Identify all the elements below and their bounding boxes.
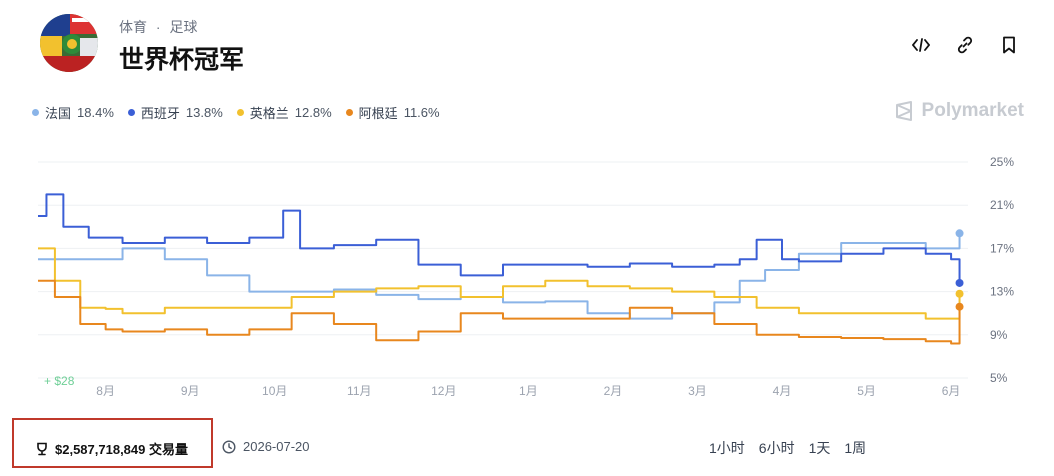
series-line-2 — [38, 247, 961, 320]
y-tick-label: 13% — [990, 285, 1014, 299]
time-range-selector: 1小时 6小时 1天 1周 — [709, 438, 880, 458]
x-tick-label: 8月 — [96, 384, 115, 398]
bookmark-icon — [1003, 36, 1015, 54]
chart-legend: 法国 18.4% 西班牙 13.8% 英格兰 12.8% 阿根廷 11.6% — [32, 103, 454, 122]
legend-name: 英格兰 — [249, 106, 289, 121]
flags-icon — [40, 14, 98, 72]
series-line-3 — [38, 279, 961, 345]
trophy-icon — [37, 442, 47, 455]
volume: $2,587,718,849 交易量 — [35, 439, 188, 458]
legend-item-france[interactable]: 法国 18.4% — [32, 103, 114, 122]
x-tick-label: 6月 — [942, 384, 961, 398]
end-date-text: 2026-07-20 — [243, 439, 310, 454]
breadcrumb-sports[interactable]: 体育 — [119, 19, 147, 35]
range-1d[interactable]: 1天 — [808, 440, 831, 456]
breadcrumb: 体育 · 足球 — [119, 17, 197, 37]
y-tick-label: 9% — [990, 328, 1008, 342]
bookmark-button[interactable] — [998, 34, 1020, 56]
x-tick-label: 4月 — [773, 384, 792, 398]
x-tick-label: 3月 — [688, 384, 707, 398]
x-tick-label: 10月 — [262, 384, 287, 398]
x-tick-label: 1月 — [519, 384, 538, 398]
range-1w[interactable]: 1周 — [844, 440, 867, 456]
legend-name: 西班牙 — [140, 106, 180, 121]
legend-percent: 11.6% — [403, 105, 440, 120]
series-end-dot-0 — [955, 229, 964, 238]
x-tick-label: 9月 — [181, 384, 200, 398]
legend-dot — [236, 109, 244, 116]
polymarket-logo: Polymarket — [894, 100, 1024, 122]
legend-dot — [345, 109, 353, 116]
legend-item-argentina[interactable]: 阿根廷 11.6% — [345, 103, 440, 122]
y-tick-label: 17% — [990, 241, 1014, 255]
link-icon — [957, 36, 973, 54]
start-label: + $28 — [44, 374, 75, 388]
volume-highlight — [12, 418, 213, 468]
legend-name: 阿根廷 — [358, 106, 398, 121]
range-1h[interactable]: 1小时 — [709, 440, 745, 456]
x-tick-label: 2月 — [604, 384, 623, 398]
code-icon — [912, 38, 930, 52]
action-bar — [910, 34, 1020, 56]
y-tick-label: 21% — [990, 198, 1014, 212]
legend-dot — [32, 109, 39, 116]
series-line-1 — [38, 193, 961, 283]
legend-percent: 12.8% — [294, 105, 332, 120]
breadcrumb-sep: · — [155, 19, 161, 35]
legend-name: 法国 — [45, 106, 72, 121]
x-tick-label: 12月 — [431, 384, 456, 398]
legend-percent: 18.4% — [77, 105, 114, 120]
avatar — [40, 14, 98, 72]
y-tick-label: 5% — [990, 371, 1008, 385]
legend-percent: 13.8% — [185, 105, 223, 120]
copy-link-button[interactable] — [954, 34, 976, 56]
legend-item-england[interactable]: 英格兰 12.8% — [236, 103, 332, 122]
volume-text: $2,587,718,849 交易量 — [55, 442, 188, 457]
x-tick-label: 11月 — [347, 384, 371, 398]
x-tick-label: 5月 — [857, 384, 876, 398]
y-tick-label: 25% — [990, 155, 1014, 169]
series-end-dot-2 — [955, 289, 964, 298]
breadcrumb-soccer[interactable]: 足球 — [169, 19, 198, 35]
legend-item-spain[interactable]: 西班牙 13.8% — [127, 103, 223, 122]
series-end-dot-3 — [955, 302, 964, 311]
page-title: 世界杯冠军 — [119, 46, 245, 74]
legend-dot — [127, 109, 135, 116]
embed-button[interactable] — [910, 34, 932, 56]
series-line-0 — [38, 233, 961, 320]
polymarket-icon — [895, 101, 912, 121]
range-6h[interactable]: 6小时 — [758, 440, 795, 456]
end-date: 2026-07-20 — [222, 439, 310, 454]
series-end-dot-1 — [955, 278, 964, 287]
brand-name: Polymarket — [921, 100, 1024, 121]
price-chart[interactable]: 25% 21% 17% 13% 9% 5% 8月 9月 10月 11月 12月 1月 2月 3月 4月 5月 6… — [0, 140, 1054, 400]
clock-icon — [222, 439, 236, 454]
